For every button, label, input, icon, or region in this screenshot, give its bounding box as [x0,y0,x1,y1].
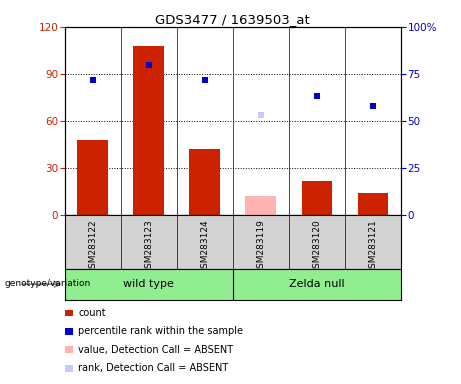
Text: count: count [78,308,106,318]
Text: genotype/variation: genotype/variation [5,279,91,288]
Bar [358,193,389,215]
Bar [133,46,164,215]
Text: GSM283123: GSM283123 [144,219,153,274]
Text: GSM283120: GSM283120 [313,219,321,274]
Text: Zelda null: Zelda null [289,279,345,289]
Text: GSM283124: GSM283124 [200,219,209,274]
Title: GDS3477 / 1639503_at: GDS3477 / 1639503_at [155,13,310,26]
Bar [301,180,332,215]
Text: GSM283119: GSM283119 [256,219,266,274]
Point [369,103,377,109]
Text: value, Detection Call = ABSENT: value, Detection Call = ABSENT [78,345,233,355]
Text: percentile rank within the sample: percentile rank within the sample [78,326,243,336]
Text: GSM283121: GSM283121 [368,219,378,274]
Point [201,76,208,83]
Text: wild type: wild type [123,279,174,289]
Bar [77,140,108,215]
Text: rank, Detection Call = ABSENT: rank, Detection Call = ABSENT [78,363,229,373]
Point [313,93,321,99]
Bar [245,196,276,215]
Bar [189,149,220,215]
Point [89,76,96,83]
Point [145,61,152,68]
Point [257,112,265,118]
Text: GSM283122: GSM283122 [88,219,97,274]
